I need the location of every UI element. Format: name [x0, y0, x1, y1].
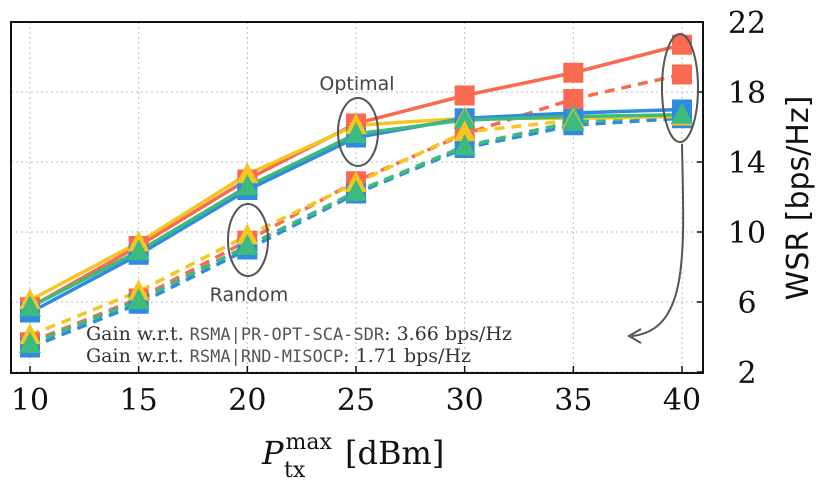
gain-ellipse — [661, 33, 699, 143]
series-point — [453, 108, 476, 129]
gain-pr-opt-prefix: Gain w.r.t. — [86, 323, 190, 345]
gain-pr-opt-suffix: : 3.66 bps/Hz — [384, 323, 512, 345]
gain-pr-opt-code: RSMA|PR-OPT-SCA-SDR — [190, 325, 385, 345]
gain-pr-opt: Gain w.r.t. RSMA|PR-OPT-SCA-SDR: 3.66 bp… — [86, 323, 512, 345]
x-tick-labels: 10 15 20 25 30 35 40 — [11, 366, 701, 418]
random-ellipse — [227, 203, 269, 277]
series-point — [453, 134, 476, 156]
y-tick-label: 14 — [728, 146, 766, 181]
x-tick-label: 40 — [663, 383, 701, 418]
gain-rnd: Gain w.r.t. RSMA|RND-MISOCP: 1.71 bps/Hz — [86, 345, 471, 367]
series-point — [672, 64, 692, 85]
series-point — [671, 102, 693, 124]
series-point — [453, 120, 476, 142]
y-tick-label: 18 — [728, 76, 766, 111]
optimal-label: Optimal — [319, 73, 394, 95]
y-tick-label: 2 — [737, 356, 756, 391]
series-point — [127, 288, 150, 310]
y-tick-label: 10 — [728, 216, 766, 251]
gain-arrow-head — [627, 328, 642, 344]
gain-arrow — [631, 143, 685, 337]
series-point — [236, 223, 259, 245]
series-point — [236, 234, 259, 255]
x-tick-label: 30 — [446, 383, 484, 418]
gain-rnd-suffix: : 1.71 bps/Hz — [343, 345, 471, 367]
y-tick-label: 6 — [737, 286, 756, 321]
random-label: Random — [210, 284, 289, 306]
series-point — [562, 109, 585, 131]
series-point — [236, 162, 259, 184]
series-point — [563, 89, 584, 109]
x-tick-label: 25 — [337, 383, 375, 418]
series-point — [672, 34, 692, 55]
series-point — [127, 239, 150, 261]
series-point — [19, 295, 41, 317]
y-axis-label: WSR [bps/Hz] — [781, 96, 816, 301]
y-tick-labels: 2 6 10 14 18 22 — [697, 6, 766, 391]
gain-rnd-prefix: Gain w.r.t. — [86, 345, 190, 367]
x-tick-label: 35 — [554, 383, 592, 418]
series-point — [454, 85, 475, 106]
series-point — [563, 62, 584, 83]
x-axis-label-sub: tx — [284, 458, 306, 483]
x-tick-label: 15 — [120, 383, 158, 418]
series-point — [236, 174, 259, 196]
series-point — [345, 122, 367, 143]
series-markers — [19, 34, 693, 358]
series-point — [345, 179, 367, 201]
optimal-ellipse — [337, 97, 379, 167]
x-axis-label: Pmax tx [dBm] — [261, 430, 444, 483]
x-axis-label-unit: [dBm] — [345, 434, 444, 472]
series-point — [19, 332, 41, 353]
x-axis-label-sup: max — [286, 430, 333, 455]
x-tick-label: 10 — [11, 383, 49, 418]
y-tick-label: 22 — [728, 6, 766, 41]
x-tick-label: 20 — [228, 383, 266, 418]
gain-rnd-code: RSMA|RND-MISOCP — [190, 347, 344, 367]
plot-frame — [10, 21, 704, 374]
x-axis-label-main: P — [261, 434, 284, 472]
